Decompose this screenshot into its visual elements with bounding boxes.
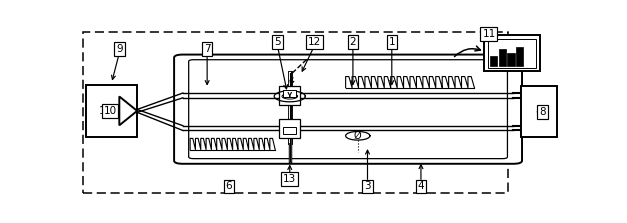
Text: Ø: Ø <box>354 131 362 141</box>
FancyArrowPatch shape <box>455 46 480 57</box>
Text: 5: 5 <box>274 37 281 47</box>
Text: 4: 4 <box>418 182 424 192</box>
Polygon shape <box>119 97 137 125</box>
Bar <box>498 49 506 66</box>
Text: 6: 6 <box>226 182 233 192</box>
Text: 8: 8 <box>535 106 542 116</box>
FancyBboxPatch shape <box>174 55 522 164</box>
Text: 7: 7 <box>204 44 211 54</box>
FancyBboxPatch shape <box>283 90 296 97</box>
Text: 10: 10 <box>103 106 117 116</box>
Text: 11: 11 <box>482 29 495 39</box>
FancyBboxPatch shape <box>279 86 300 105</box>
FancyBboxPatch shape <box>520 86 557 137</box>
Bar <box>490 56 497 66</box>
Text: 8: 8 <box>539 107 545 117</box>
Text: 2: 2 <box>350 37 356 47</box>
Bar <box>516 47 524 66</box>
Text: 9: 9 <box>117 44 123 54</box>
Bar <box>507 53 515 66</box>
Text: 12: 12 <box>307 37 320 47</box>
Text: 10: 10 <box>99 106 112 116</box>
FancyBboxPatch shape <box>86 85 137 137</box>
Text: 13: 13 <box>283 174 297 184</box>
Text: 3: 3 <box>364 182 371 192</box>
FancyBboxPatch shape <box>283 127 296 134</box>
FancyBboxPatch shape <box>279 119 300 138</box>
FancyBboxPatch shape <box>484 35 540 71</box>
Text: 1: 1 <box>389 37 395 47</box>
